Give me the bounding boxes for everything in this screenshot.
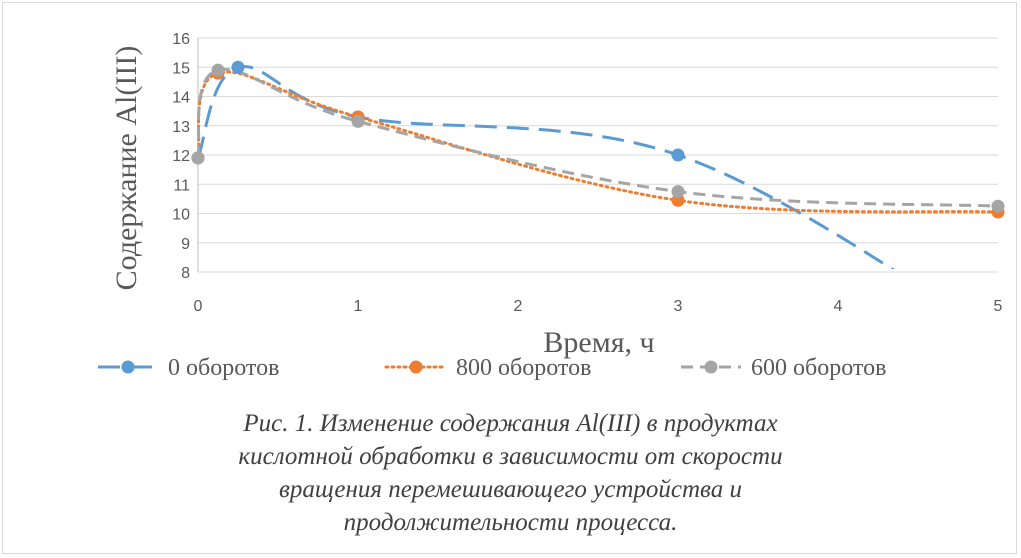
legend-label: 0 оборотов <box>168 355 279 381</box>
data-point <box>991 199 1005 213</box>
data-point <box>351 114 365 128</box>
data-point <box>231 60 245 74</box>
x-tick-label: 4 <box>834 298 843 315</box>
gridlines <box>197 37 998 273</box>
y-tick-label: 8 <box>181 265 190 282</box>
y-tick-label: 16 <box>172 31 190 48</box>
legend-swatch-marker <box>704 360 718 374</box>
y-tick-label: 9 <box>181 236 190 253</box>
legend: 0 оборотов 800 оборотов 600 оборотов <box>98 355 886 381</box>
figure-caption: Рис. 1. Изменение содержания Al(III) в п… <box>3 407 1018 539</box>
caption-line: вращения перемешивающего устройства и <box>279 476 742 503</box>
y-tick-label: 15 <box>172 60 190 77</box>
y-tick-label: 13 <box>172 119 190 136</box>
y-tick-label: 10 <box>172 207 190 224</box>
series-line <box>196 64 895 269</box>
legend-label: 600 оборотов <box>751 355 886 381</box>
x-tick-label: 5 <box>994 298 1003 315</box>
series-markers <box>191 60 1005 219</box>
legend-swatch-marker <box>121 360 135 374</box>
x-tick-label: 1 <box>354 298 363 315</box>
series-lines <box>196 64 1000 269</box>
series-line <box>196 67 999 208</box>
x-axis-title: Время, ч <box>543 326 654 359</box>
data-point <box>211 63 225 77</box>
caption-line: Рис. 1. Изменение содержания Al(III) в п… <box>243 410 778 437</box>
y-tick-label: 11 <box>173 177 190 194</box>
data-point <box>191 151 205 165</box>
data-point <box>671 185 685 199</box>
x-tick-label: 0 <box>194 298 203 315</box>
y-tick-label: 14 <box>172 90 190 107</box>
caption-line: кислотной обработки в зависимости от ско… <box>238 443 783 470</box>
data-point <box>671 148 685 162</box>
legend-swatch-marker <box>409 360 423 374</box>
caption-line: продолжительности процесса. <box>343 509 678 536</box>
y-axis-title: Содержание Al(III) <box>110 46 143 291</box>
x-tick-label: 2 <box>514 298 523 315</box>
legend-label: 800 оборотов <box>456 355 591 381</box>
series-line <box>196 70 1000 214</box>
x-tick-label: 3 <box>674 298 683 315</box>
y-tick-label: 12 <box>172 148 190 165</box>
